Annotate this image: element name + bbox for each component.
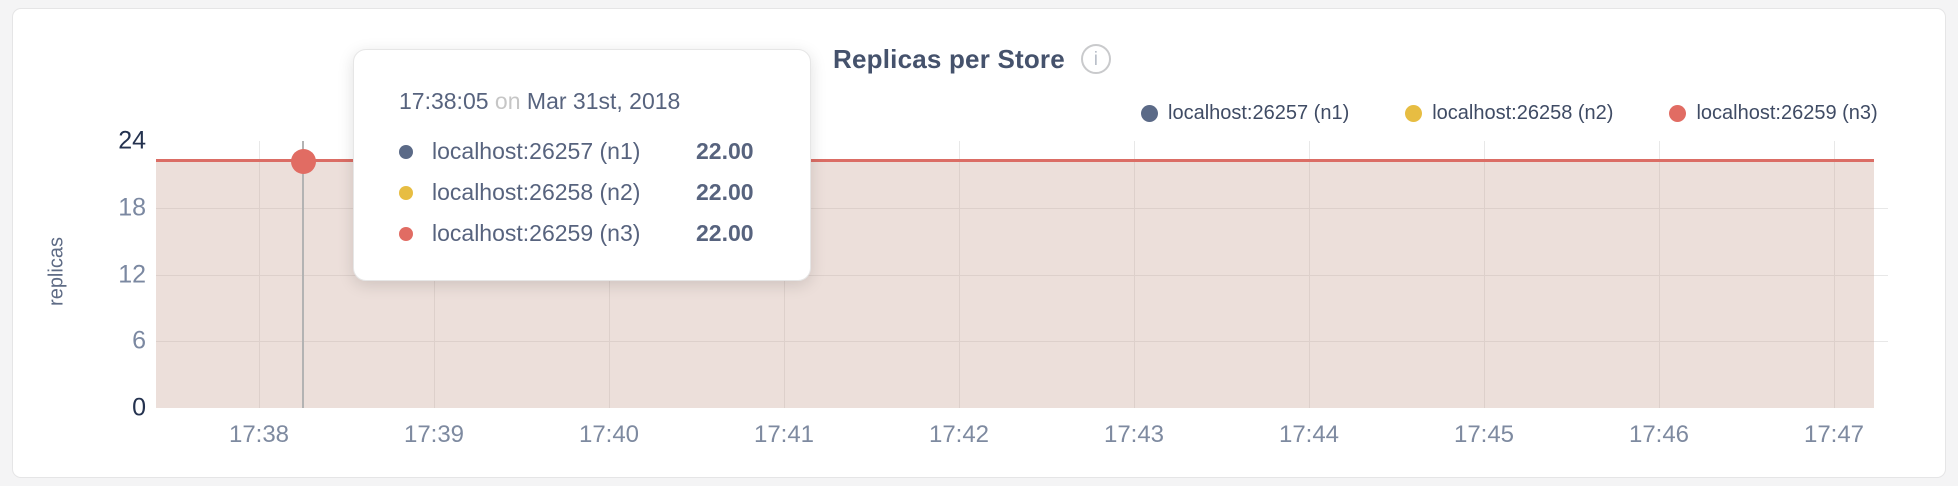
tooltip-timestamp: 17:38:05 on Mar 31st, 2018	[399, 88, 780, 115]
tooltip-row: localhost:26257 (n1) 22.00	[399, 131, 780, 172]
x-tick-label: 17:42	[928, 421, 990, 448]
x-tick-label: 17:46	[1628, 421, 1690, 448]
legend-dot-icon	[1141, 104, 1158, 122]
x-tick-label: 17:38	[228, 421, 290, 448]
legend-dot-icon	[1669, 104, 1687, 122]
legend-item-n2[interactable]: localhost:26258 (n2)	[1405, 102, 1613, 125]
tooltip-time: 17:38:05	[399, 88, 489, 114]
x-tick-label: 17:40	[578, 421, 640, 448]
legend-label: localhost:26257 (n1)	[1168, 101, 1350, 124]
tooltip-date: Mar 31st, 2018	[526, 88, 681, 114]
gridline-horizontal	[156, 208, 1888, 209]
gridline-vertical	[1309, 141, 1310, 408]
chart-header: Replicas per Store i	[833, 37, 1111, 81]
hover-crosshair	[302, 141, 304, 408]
hover-point-marker	[291, 149, 316, 174]
y-tick-label: 24	[118, 126, 146, 155]
gridline-vertical	[1134, 141, 1135, 408]
chart-legend: localhost:26257 (n1) localhost:26258 (n2…	[1141, 95, 1878, 131]
tooltip-row: localhost:26259 (n3) 22.00	[399, 213, 780, 254]
legend-item-n3[interactable]: localhost:26259 (n3)	[1669, 101, 1878, 125]
x-tick-label: 17:45	[1453, 421, 1515, 448]
series-dot-icon	[399, 144, 413, 159]
gridline-horizontal	[156, 341, 1888, 342]
y-tick-label: 18	[118, 193, 146, 222]
y-tick-label: 6	[132, 326, 146, 355]
x-tick-label: 17:39	[403, 421, 465, 448]
info-icon[interactable]: i	[1080, 44, 1111, 74]
hover-tooltip: 17:38:05 on Mar 31st, 2018 localhost:262…	[353, 49, 811, 281]
x-tick-label: 17:43	[1103, 421, 1165, 448]
x-tick-label: 17:44	[1278, 421, 1340, 448]
legend-dot-icon	[1405, 104, 1423, 122]
series-dot-icon	[399, 185, 413, 200]
x-tick-label: 17:47	[1803, 421, 1865, 448]
series-dot-icon	[399, 226, 413, 241]
legend-label: localhost:26258 (n2)	[1432, 101, 1614, 124]
tooltip-series-value: 22.00	[696, 220, 754, 246]
gridline-vertical	[1484, 141, 1485, 408]
gridline-vertical	[259, 141, 260, 408]
legend-item-n1[interactable]: localhost:26257 (n1)	[1141, 102, 1349, 125]
gridline-horizontal	[156, 275, 1888, 276]
tooltip-series-value: 22.00	[696, 179, 754, 205]
tooltip-row: localhost:26258 (n2) 22.00	[399, 172, 780, 213]
tooltip-series-label: localhost:26257 (n1)	[432, 138, 641, 164]
tooltip-series-value: 22.00	[696, 138, 754, 164]
tooltip-connector: on	[494, 88, 521, 114]
tooltip-series-label: localhost:26258 (n2)	[432, 179, 641, 205]
gridline-vertical	[1834, 141, 1835, 408]
gridline-vertical	[1659, 141, 1660, 408]
x-tick-label: 17:41	[753, 421, 815, 448]
chart-title: Replicas per Store	[833, 43, 1065, 74]
y-tick-label: 12	[118, 260, 146, 289]
gridline-vertical	[959, 141, 960, 408]
legend-label: localhost:26259 (n3)	[1696, 101, 1878, 124]
y-tick-label: 0	[132, 393, 146, 422]
tooltip-series-label: localhost:26259 (n3)	[432, 220, 641, 246]
chart-card: Replicas per Store i localhost:26257 (n1…	[12, 8, 1946, 478]
series-line	[156, 159, 1874, 162]
